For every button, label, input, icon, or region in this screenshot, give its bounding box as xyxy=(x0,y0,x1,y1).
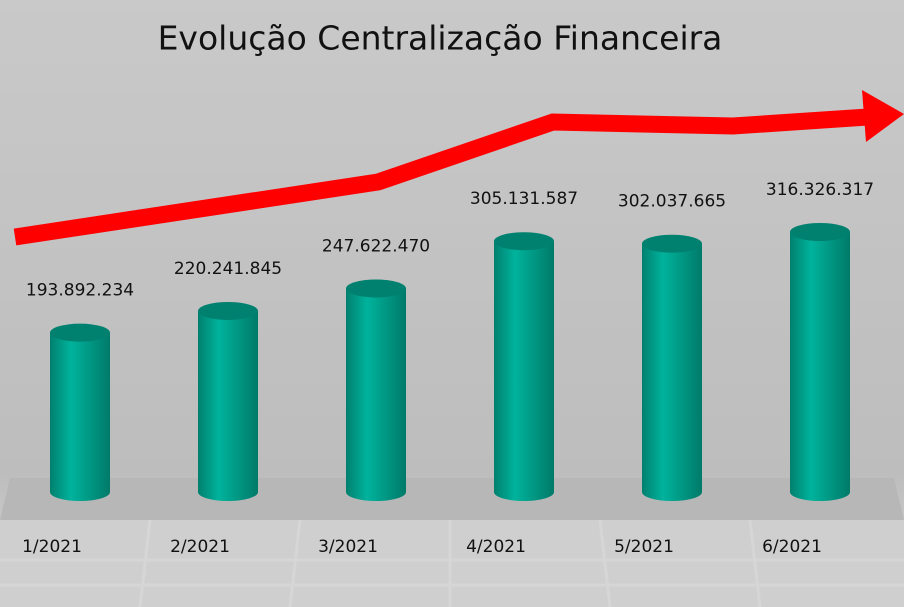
cylinder-top xyxy=(642,234,702,253)
arrow-head xyxy=(862,90,904,142)
cylinder-top xyxy=(198,301,258,320)
bar xyxy=(790,223,850,501)
bar xyxy=(346,279,406,501)
chart-title: Evolução Centralização Financeira xyxy=(158,19,723,58)
cylinder-body xyxy=(494,241,554,501)
value-label: 247.622.470 xyxy=(322,236,430,256)
value-label: 305.131.587 xyxy=(470,189,578,209)
value-label: 193.892.234 xyxy=(26,281,134,301)
cylinder-top xyxy=(494,232,554,251)
bar xyxy=(494,232,554,501)
cylinder-top xyxy=(346,279,406,298)
cylinder-body xyxy=(346,288,406,501)
cylinder-top xyxy=(790,223,850,241)
x-tick-label: 6/2021 xyxy=(762,537,822,557)
cylinder-body xyxy=(790,232,850,501)
cylinder-body xyxy=(198,310,258,501)
x-tick-label: 4/2021 xyxy=(466,537,526,557)
cylinder-body xyxy=(50,332,110,501)
value-label: 316.326.317 xyxy=(766,180,874,200)
x-tick-label: 3/2021 xyxy=(318,537,378,557)
bar xyxy=(198,301,258,501)
cylinder-top xyxy=(50,323,110,342)
bar xyxy=(642,234,702,501)
value-label: 302.037.665 xyxy=(618,192,726,212)
trend-arrow xyxy=(13,108,869,246)
value-label: 220.241.845 xyxy=(174,259,282,279)
x-tick-label: 5/2021 xyxy=(614,537,674,557)
x-tick-label: 1/2021 xyxy=(22,537,82,557)
bar xyxy=(50,323,110,501)
cylinder-body xyxy=(642,243,702,501)
x-tick-label: 2/2021 xyxy=(170,537,230,557)
